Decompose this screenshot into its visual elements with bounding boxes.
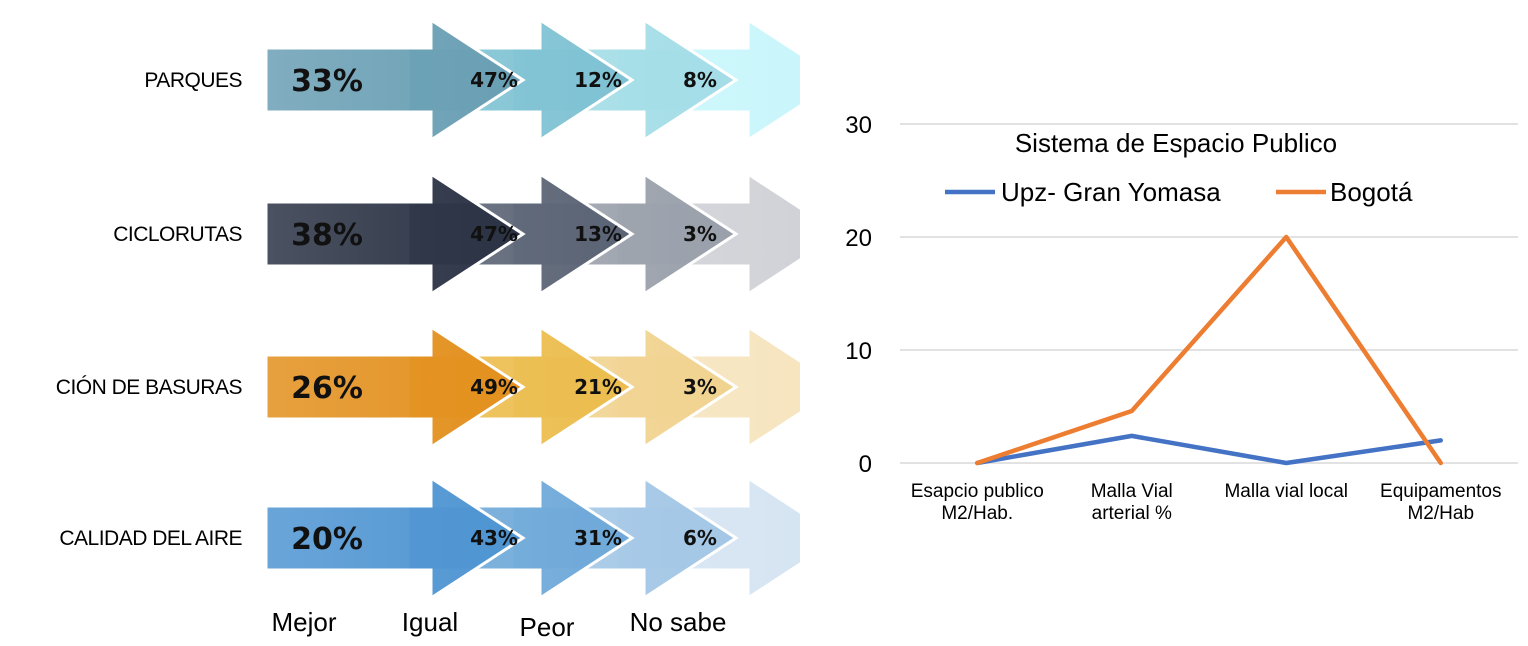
arrow-segment bbox=[264, 475, 526, 601]
arrow-value-label: 21% bbox=[574, 375, 622, 399]
arrow-value-label: 33% bbox=[291, 64, 363, 99]
row-label: CALIDAD DEL AIRE bbox=[59, 527, 242, 550]
legend-item: Bogotá bbox=[1276, 177, 1413, 207]
legend-item: Upz- Gran Yomasa bbox=[945, 177, 1221, 207]
legend-label: Upz- Gran Yomasa bbox=[1001, 177, 1221, 207]
category-label: Mejor bbox=[271, 607, 336, 637]
row-label: CICLORUTAS bbox=[113, 223, 242, 246]
x-tick-label: arterial % bbox=[1092, 503, 1172, 524]
y-tick-label: 20 bbox=[845, 225, 872, 252]
arrow-value-label: 8% bbox=[683, 68, 717, 92]
arrow-value-label: 31% bbox=[574, 526, 622, 550]
arrow-value-label: 26% bbox=[291, 371, 363, 406]
row-label: CIÓN DE BASURAS bbox=[56, 376, 243, 399]
x-tick-label: Equipamentos bbox=[1380, 481, 1501, 502]
category-label: Igual bbox=[402, 607, 458, 637]
arrow-value-label: 3% bbox=[683, 375, 717, 399]
arrow-row: 26% 49% 21% 3% CIÓN DE BASURAS bbox=[56, 324, 800, 450]
x-tick-label: M2/Hab bbox=[1407, 503, 1474, 524]
arrow-value-label: 3% bbox=[683, 222, 717, 246]
arrow-value-label: 47% bbox=[470, 222, 518, 246]
legend-label: Bogotá bbox=[1330, 177, 1413, 207]
arrow-value-label: 38% bbox=[291, 218, 363, 253]
arrow-value-label: 13% bbox=[574, 222, 622, 246]
arrow-row: 33% 47% 12% 8% PARQUES bbox=[144, 17, 800, 143]
arrow-segment bbox=[264, 17, 526, 143]
y-tick-label: 0 bbox=[859, 451, 872, 478]
arrow-row: 38% 47% 13% 3% CICLORUTAS bbox=[113, 171, 800, 297]
arrow-segment bbox=[264, 171, 526, 297]
y-tick-label: 30 bbox=[845, 112, 872, 139]
y-tick-label: 10 bbox=[845, 338, 872, 365]
arrow-value-label: 49% bbox=[470, 375, 518, 399]
arrow-segment bbox=[264, 324, 526, 450]
arrow-value-label: 47% bbox=[470, 68, 518, 92]
arrow-row: 20% 43% 31% 6% CALIDAD DEL AIRE bbox=[59, 475, 800, 601]
series-line bbox=[975, 234, 1443, 466]
chart-title: Sistema de Espacio Publico bbox=[1015, 128, 1337, 158]
x-tick-label: Malla vial local bbox=[1224, 481, 1348, 502]
arrow-value-label: 43% bbox=[470, 526, 518, 550]
arrow-value-label: 6% bbox=[683, 526, 717, 550]
x-tick-label: Malla Vial bbox=[1091, 481, 1173, 502]
series-line bbox=[975, 433, 1443, 466]
x-tick-label: M2/Hab. bbox=[941, 503, 1013, 524]
x-tick-label: Esapcio publico bbox=[911, 481, 1044, 502]
category-label: No sabe bbox=[630, 607, 727, 637]
row-label: PARQUES bbox=[144, 69, 242, 92]
category-label: Peor bbox=[520, 612, 575, 642]
arrow-value-label: 20% bbox=[291, 522, 363, 557]
arrow-chart: 33% 47% 12% 8% PARQUES 38% 47% 13% 3% CICLORUTAS 2… bbox=[55, 17, 800, 642]
arrow-value-label: 12% bbox=[574, 68, 622, 92]
